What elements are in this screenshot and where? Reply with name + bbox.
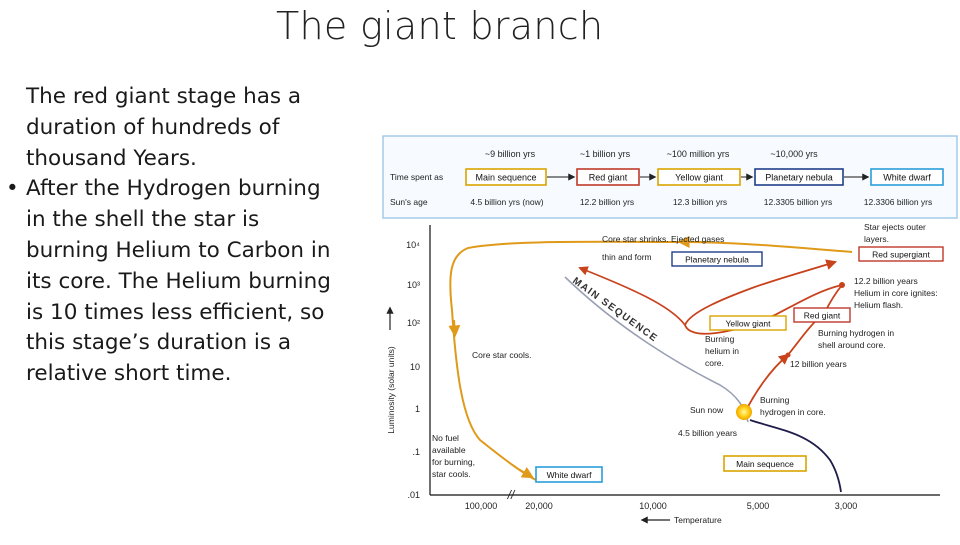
slide-title: The giant branch [276, 4, 604, 48]
sun-icon [736, 404, 752, 420]
red-giant-label: Red giant [804, 311, 841, 321]
x-tick-label: 10,000 [639, 501, 667, 511]
stellar-evolution-figure: ~9 billion yrs ~1 billion yrs ~100 milli… [380, 130, 960, 540]
ejects-line: layers. [864, 234, 889, 244]
duration-label: ~10,000 yrs [770, 149, 818, 159]
y-tick-label: 10² [407, 318, 420, 328]
main-sequence-box [723, 455, 807, 472]
burning-core-line: hydrogen in core. [760, 407, 826, 417]
paragraph-duration: The red giant stage has a duration of hu… [6, 82, 336, 174]
stage-label-planetary-nebula: Planetary nebula [765, 173, 833, 183]
helium-ignites-text: 12.2 billion years Helium in core ignite… [854, 276, 940, 310]
stage-label-red-giant: Red giant [589, 173, 628, 183]
y-tick-label: 1 [415, 404, 420, 414]
burning-shell-line: Burning hydrogen in [818, 328, 894, 338]
helium-ignites-line: 12.2 billion years [854, 276, 918, 286]
ejects-line: Star ejects outer [864, 222, 926, 232]
track-arrow [519, 466, 535, 479]
age-label: 12.3 billion yrs [673, 197, 727, 207]
stage-box-main-sequence [465, 168, 547, 186]
no-fuel-line: for burning, [432, 457, 475, 467]
sun-now-label: Sun now [690, 405, 724, 415]
duration-label: ~1 billion yrs [580, 149, 631, 159]
stage-box-white-dwarf [870, 168, 944, 186]
y-tick-label: 10 [410, 362, 420, 372]
y-tick-label: 10³ [407, 280, 420, 290]
track-dot [785, 352, 791, 358]
paragraph-helium-text: After the Hydrogen burning in the shell … [26, 176, 331, 387]
post-agb-track [449, 240, 853, 483]
burning-helium-line: Burning [705, 334, 735, 344]
bullet: • [6, 176, 19, 202]
stage-box-red-giant [576, 168, 640, 186]
main-sequence-label: Main sequence [736, 459, 794, 469]
age-label: 12.2 billion yrs [580, 197, 634, 207]
x-tick-label: 3,000 [835, 501, 858, 511]
stage-label-main-sequence: Main sequence [475, 173, 536, 183]
sun-age-now-label: 4.5 billion years [678, 428, 737, 438]
x-tick-label: 5,000 [747, 501, 770, 511]
helium-ignites-line: Helium flash. [854, 300, 903, 310]
body-text: The red giant stage has a duration of hu… [6, 82, 336, 390]
core-shrinks-text: Core star shrinks. Ejected gases thin an… [602, 234, 727, 262]
white-dwarf-label: White dwarf [547, 470, 593, 480]
burning-core-text: Burning hydrogen in core. [760, 395, 826, 417]
time-spent-label: Time spent as [390, 172, 443, 182]
red-giant-box [793, 307, 851, 323]
duration-label: ~100 million yrs [667, 149, 730, 159]
track-arrow [448, 319, 461, 338]
stage-box-planetary-nebula [754, 168, 844, 186]
no-fuel-text: No fuel available for burning, star cool… [432, 433, 477, 479]
yellow-giant-box [709, 315, 787, 331]
y-tick-label: 10⁴ [406, 240, 420, 250]
no-fuel-line: star cools. [432, 469, 471, 479]
paragraph-helium: • After the Hydrogen burning in the shell… [6, 174, 336, 390]
axis-break: // [507, 488, 516, 502]
main-sequence-tail [749, 419, 842, 493]
burning-helium-line: helium in [705, 346, 739, 356]
burning-helium-text: Burning helium in core. [705, 334, 741, 368]
core-shrinks-line: thin and form [602, 252, 652, 262]
age-label: 12.3305 billion yrs [764, 197, 833, 207]
duration-label: ~9 billion yrs [485, 149, 536, 159]
stage-label-white-dwarf: White dwarf [883, 173, 931, 183]
yellow-giant-label: Yellow giant [725, 319, 771, 329]
red-supergiant-box [858, 246, 944, 262]
y-tick-label: .01 [407, 490, 420, 500]
paragraph-duration-text: The red giant stage has a duration of hu… [26, 84, 302, 171]
y-axis-label: Luminosity (solar units) [386, 346, 396, 434]
white-dwarf-box [535, 466, 603, 483]
burning-shell-line: shell around core. [818, 340, 886, 350]
burning-core-line: Burning [760, 395, 790, 405]
main-sequence-band-label: MAIN SEQUENCE [570, 276, 660, 345]
no-fuel-line: available [432, 445, 466, 455]
stage-box-yellow-giant [657, 168, 741, 186]
x-tick-label: 20,000 [525, 501, 553, 511]
x-axis-label: Temperature [674, 515, 722, 525]
red-giant-track [578, 266, 686, 326]
x-tick-label: 100,000 [465, 501, 498, 511]
y-tick-label: .1 [412, 447, 420, 457]
core-shrinks-line: Core star shrinks. Ejected gases [602, 234, 724, 244]
red-supergiant-label: Red supergiant [872, 250, 930, 260]
helium-ignites-line: Helium in core ignites: [854, 288, 938, 298]
stellar-evolution-svg: ~9 billion yrs ~1 billion yrs ~100 milli… [382, 135, 958, 525]
track-dot [839, 282, 845, 288]
no-fuel-line: No fuel [432, 433, 459, 443]
planetary-nebula-box [671, 251, 763, 267]
ejects-text: Star ejects outer layers. [864, 222, 928, 244]
planetary-nebula-label: Planetary nebula [685, 255, 749, 265]
core-cools-label: Core star cools. [472, 350, 532, 360]
burning-shell-text: Burning hydrogen in shell around core. [818, 328, 896, 350]
helium-flash-loop [684, 259, 843, 335]
twelve-billion-label: 12 billion years [790, 359, 847, 369]
burning-helium-line: core. [705, 358, 724, 368]
stage-label-yellow-giant: Yellow giant [675, 173, 723, 183]
age-label: 4.5 billion yrs (now) [470, 197, 543, 207]
age-label: 12.3306 billion yrs [864, 197, 933, 207]
sun-age-label: Sun's age [390, 197, 428, 207]
